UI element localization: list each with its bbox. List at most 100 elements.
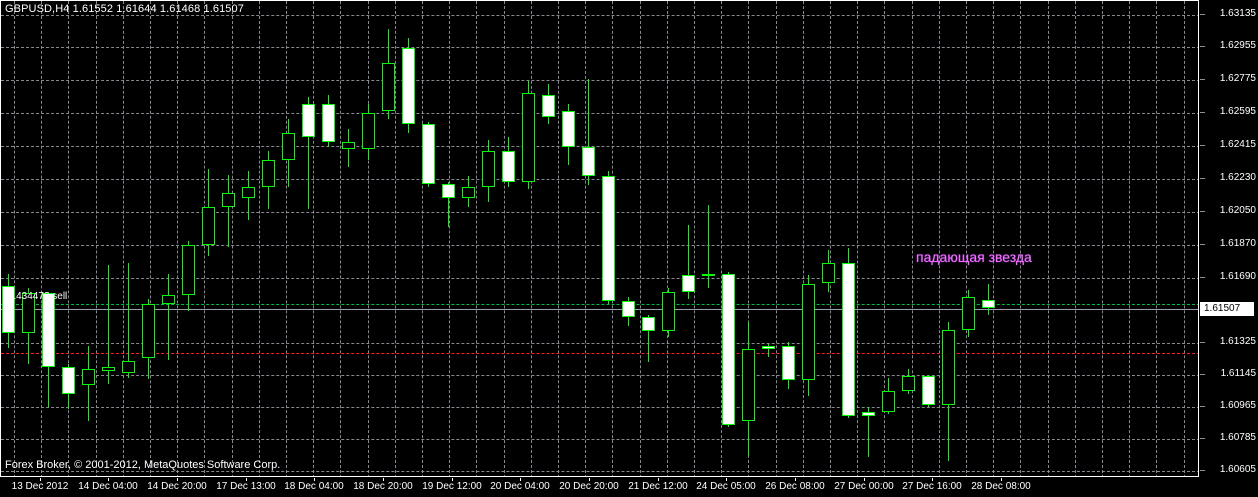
gridline-horizontal: [1, 439, 1198, 440]
time-scale-axis[interactable]: 13 Dec 2012 14 Dec 04:00 14 Dec 20:00 17 De…: [0, 478, 1258, 497]
gridline-vertical: [1129, 1, 1130, 476]
candlestick: [42, 291, 55, 407]
price-tick: [1200, 277, 1205, 278]
candle-body: [362, 113, 375, 150]
stop-loss-level-line[interactable]: [1, 353, 1198, 354]
sell-order-level-line[interactable]: [1, 304, 1198, 305]
gridline-horizontal: [1, 179, 1198, 180]
gridline-vertical: [286, 1, 287, 476]
candlestick: [362, 104, 375, 161]
time-axis-label: 20 Dec 04:00: [490, 481, 550, 492]
gridline-vertical: [748, 1, 749, 476]
candlestick: [142, 298, 155, 380]
candlestick: [762, 343, 775, 357]
candlestick: [582, 78, 595, 186]
gridline-horizontal: [1, 471, 1198, 472]
price-axis-label: 1.63135: [1219, 8, 1256, 19]
gridline-horizontal: [1, 146, 1198, 147]
candle-body: [302, 104, 315, 137]
candlestick: [682, 224, 695, 299]
gridline-vertical: [476, 1, 477, 476]
candle-wick: [648, 315, 649, 362]
candle-wick: [688, 224, 689, 299]
price-tick: [1200, 342, 1205, 343]
candlestick: [242, 170, 255, 220]
chart-plot-area[interactable]: #1434472 sell падающая звезда GBPUSD,H4 …: [0, 0, 1199, 477]
gridline-vertical: [857, 1, 858, 476]
time-axis-label: 19 Dec 12:00: [422, 481, 482, 492]
candle-body: [782, 345, 795, 380]
gridline-horizontal: [1, 47, 1198, 48]
gridline-vertical: [1184, 1, 1185, 476]
price-axis-label: 1.62595: [1219, 106, 1256, 117]
candle-body: [22, 292, 35, 334]
chart-text-annotation[interactable]: падающая звезда: [916, 249, 1032, 265]
price-tick: [1200, 470, 1205, 471]
candle-body: [282, 133, 295, 161]
candle-body: [422, 124, 435, 184]
price-axis-label: 1.62955: [1219, 40, 1256, 51]
price-tick: [1200, 374, 1205, 375]
gridline-vertical: [96, 1, 97, 476]
time-axis-label: 20 Dec 20:00: [559, 481, 619, 492]
candle-body: [822, 262, 835, 283]
candlestick: [382, 28, 395, 119]
gridline-horizontal: [1, 212, 1198, 213]
gridline-vertical: [830, 1, 831, 476]
price-tick: [1200, 145, 1205, 146]
time-tick: [246, 478, 247, 481]
time-tick: [520, 478, 521, 481]
candlestick: [282, 118, 295, 188]
candlestick: [442, 181, 455, 227]
price-tick: [1200, 244, 1205, 245]
gridline-vertical: [721, 1, 722, 476]
candle-body: [142, 304, 155, 359]
time-axis-label: 18 Dec 20:00: [353, 481, 413, 492]
candle-body: [162, 295, 175, 305]
price-axis-label: 1.61870: [1219, 238, 1256, 249]
candlestick: [942, 322, 955, 462]
gridline-vertical: [640, 1, 641, 476]
time-tick: [314, 478, 315, 481]
candle-body: [202, 206, 215, 245]
time-tick: [177, 478, 178, 481]
price-axis-label: 1.62415: [1219, 139, 1256, 150]
price-axis-label: 1.60785: [1219, 432, 1256, 443]
candlestick: [402, 37, 415, 134]
time-tick: [40, 478, 41, 481]
price-axis-label: 1.61690: [1219, 271, 1256, 282]
time-axis-label: 28 Dec 08:00: [971, 481, 1031, 492]
candle-body: [262, 160, 275, 188]
candlestick: [482, 140, 495, 202]
gridline-vertical: [232, 1, 233, 476]
gridline-vertical: [531, 1, 532, 476]
candlestick: [502, 136, 515, 188]
price-scale-axis[interactable]: 1.63135 1.62955 1.62775 1.62595 1.62415 1.622…: [1200, 0, 1258, 477]
candle-body: [322, 104, 335, 143]
gridline-vertical: [368, 1, 369, 476]
candlestick: [802, 275, 815, 397]
price-axis-label: 1.61145: [1220, 368, 1256, 379]
time-axis-label: 24 Dec 05:00: [696, 481, 756, 492]
candle-wick: [308, 97, 309, 209]
candle-body: [2, 286, 15, 334]
candle-body: [42, 293, 55, 368]
time-axis-label: 14 Dec 20:00: [147, 481, 207, 492]
price-tick: [1200, 438, 1205, 439]
candle-wick: [988, 283, 989, 316]
gridline-horizontal: [1, 278, 1198, 279]
sell-order-label[interactable]: #1434472 sell: [5, 291, 68, 302]
candle-body: [502, 151, 515, 182]
price-tick: [1200, 406, 1205, 407]
candle-wick: [448, 181, 449, 227]
time-tick: [383, 478, 384, 481]
gridline-vertical: [912, 1, 913, 476]
time-axis-label: 27 Dec 16:00: [902, 481, 962, 492]
time-tick: [658, 478, 659, 481]
price-tick: [1200, 46, 1205, 47]
candle-wick: [168, 273, 169, 361]
time-axis-label: 21 Dec 12:00: [628, 481, 688, 492]
time-tick: [452, 478, 453, 481]
candle-body: [982, 300, 995, 309]
